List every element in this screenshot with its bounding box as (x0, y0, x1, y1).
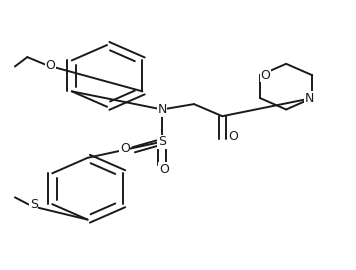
Text: O: O (159, 163, 169, 176)
Text: S: S (158, 135, 166, 148)
Text: O: O (228, 130, 238, 143)
Text: S: S (30, 198, 38, 211)
Text: N: N (157, 103, 167, 116)
Text: N: N (305, 92, 314, 104)
Text: O: O (46, 59, 55, 72)
Text: O: O (261, 69, 270, 82)
Text: O: O (120, 142, 130, 155)
